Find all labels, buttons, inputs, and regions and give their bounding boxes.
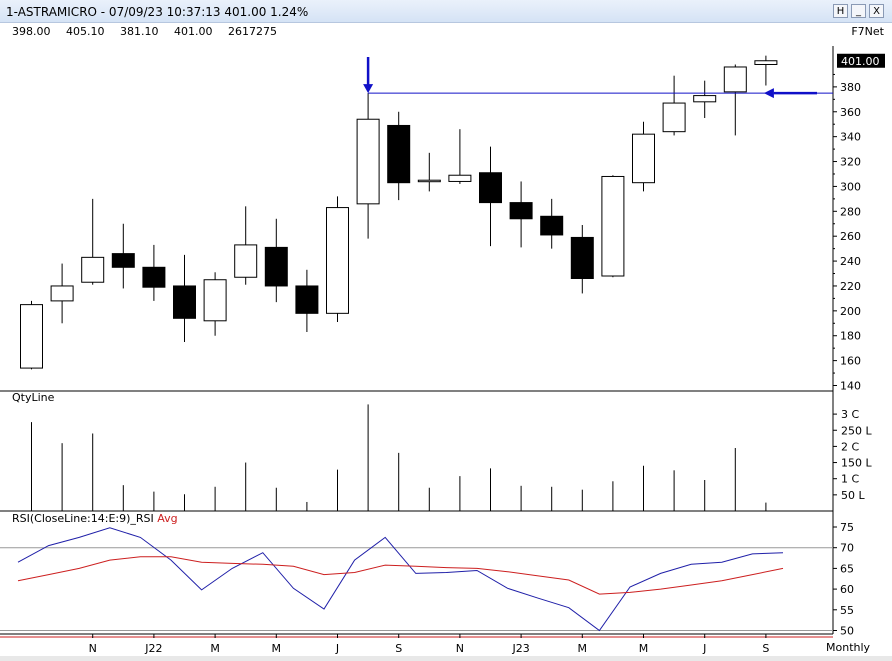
rsi-axis-label: 70 [840, 542, 854, 555]
volume-axis-label: 50 L [841, 489, 865, 502]
price-axis-label: 300 [840, 180, 861, 193]
timeframe-label[interactable]: Monthly [826, 641, 871, 654]
open-value: 398.00 [12, 25, 51, 38]
price-axis-label: 260 [840, 230, 861, 243]
candle-body [601, 175, 625, 277]
candle-body [509, 202, 533, 220]
x-axis-label: J23 [511, 642, 529, 655]
low-value: 381.10 [120, 25, 159, 38]
candle-body [203, 279, 227, 322]
minimize-button[interactable]: _ [851, 4, 866, 18]
x-axis-label: J22 [144, 642, 162, 655]
x-axis-label: N [89, 642, 97, 655]
x-axis-label: M [272, 642, 282, 655]
rsi-line [17, 527, 784, 632]
x-axis-label: M [210, 642, 220, 655]
price-axis-label: 360 [840, 106, 861, 119]
volume-axis-label: 250 L [841, 424, 872, 437]
volume-axis-label: 2 C [841, 440, 859, 453]
candle-body [142, 266, 166, 288]
rsi-series-label: RSI(CloseLine:14:E:9)_RSI [12, 512, 154, 525]
candle-body [540, 215, 564, 236]
price-axis-label: 280 [840, 205, 861, 218]
price-axis-label: 340 [840, 131, 861, 144]
price-axis-label: 160 [840, 355, 861, 368]
price-axis-label: 220 [840, 280, 861, 293]
candle-body [754, 60, 778, 65]
rsi-axis-label: 50 [840, 625, 854, 638]
candle-body [448, 174, 472, 182]
volume-value: 2617275 [228, 25, 277, 38]
high-value: 405.10 [66, 25, 105, 38]
title-bar: 1-ASTRAMICRO - 07/09/23 10:37:13 401.00 … [0, 0, 892, 23]
candle-body [570, 236, 594, 279]
candle-body [111, 253, 135, 268]
candle-body [632, 133, 655, 184]
volume-axis-label: 3 C [841, 408, 859, 421]
volume-axis-label: 1 C [841, 473, 859, 486]
candle-body [234, 244, 258, 278]
close-value: 401.00 [174, 25, 213, 38]
avg-series-label: Avg [157, 512, 178, 525]
candle-body [326, 207, 349, 314]
candle-body [479, 172, 502, 204]
candle-body [50, 285, 74, 302]
current-price-box [837, 53, 885, 68]
rsi-axis-label: 60 [840, 583, 854, 596]
x-axis-label: J [335, 642, 339, 655]
candle-body [20, 304, 43, 369]
candle-body [295, 285, 319, 314]
price-axis-label: 200 [840, 305, 861, 318]
rsi-avg-line [17, 556, 784, 595]
x-axis-label: S [395, 642, 402, 655]
help-button[interactable]: H [833, 4, 848, 18]
volume-panel-label: QtyLine [12, 391, 55, 404]
x-axis-label: S [762, 642, 769, 655]
price-axis-label: 140 [840, 380, 861, 393]
candle-body [693, 95, 717, 103]
x-axis-label: M [578, 642, 588, 655]
candle-body [723, 66, 747, 93]
x-axis-label: N [456, 642, 464, 655]
left-arrow-head [763, 88, 774, 99]
candle-body [662, 102, 686, 133]
price-axis-label: 240 [840, 255, 861, 268]
price-axis-label: 380 [840, 81, 861, 94]
down-arrow-head [363, 84, 374, 94]
window-title: 1-ASTRAMICRO - 07/09/23 10:37:13 401.00 … [6, 5, 309, 19]
feed-label: F7Net [851, 25, 884, 38]
x-axis-label: J [702, 642, 706, 655]
candle-body [417, 179, 441, 183]
candle-body [173, 285, 196, 319]
close-button[interactable]: X [869, 4, 884, 18]
x-axis-label: M [639, 642, 649, 655]
rsi-axis-label: 75 [840, 521, 854, 534]
volume-axis-label: 150 L [841, 457, 872, 470]
price-axis-label: 180 [840, 330, 861, 343]
candle-body [387, 124, 411, 184]
scroll-strip[interactable] [0, 656, 892, 661]
rsi-axis-label: 65 [840, 562, 854, 575]
rsi-panel-label: RSI(CloseLine:14:E:9)_RSI Avg [12, 512, 178, 525]
candle-body [264, 246, 288, 287]
candle-body [356, 118, 380, 205]
current-price-label: 401.00 [841, 55, 880, 68]
price-axis-label: 320 [840, 156, 861, 169]
rsi-axis-label: 55 [840, 604, 854, 617]
ohlc-readout: 398.00 405.10 381.10 401.00 2617275 [12, 25, 289, 38]
candle-body [81, 256, 105, 283]
